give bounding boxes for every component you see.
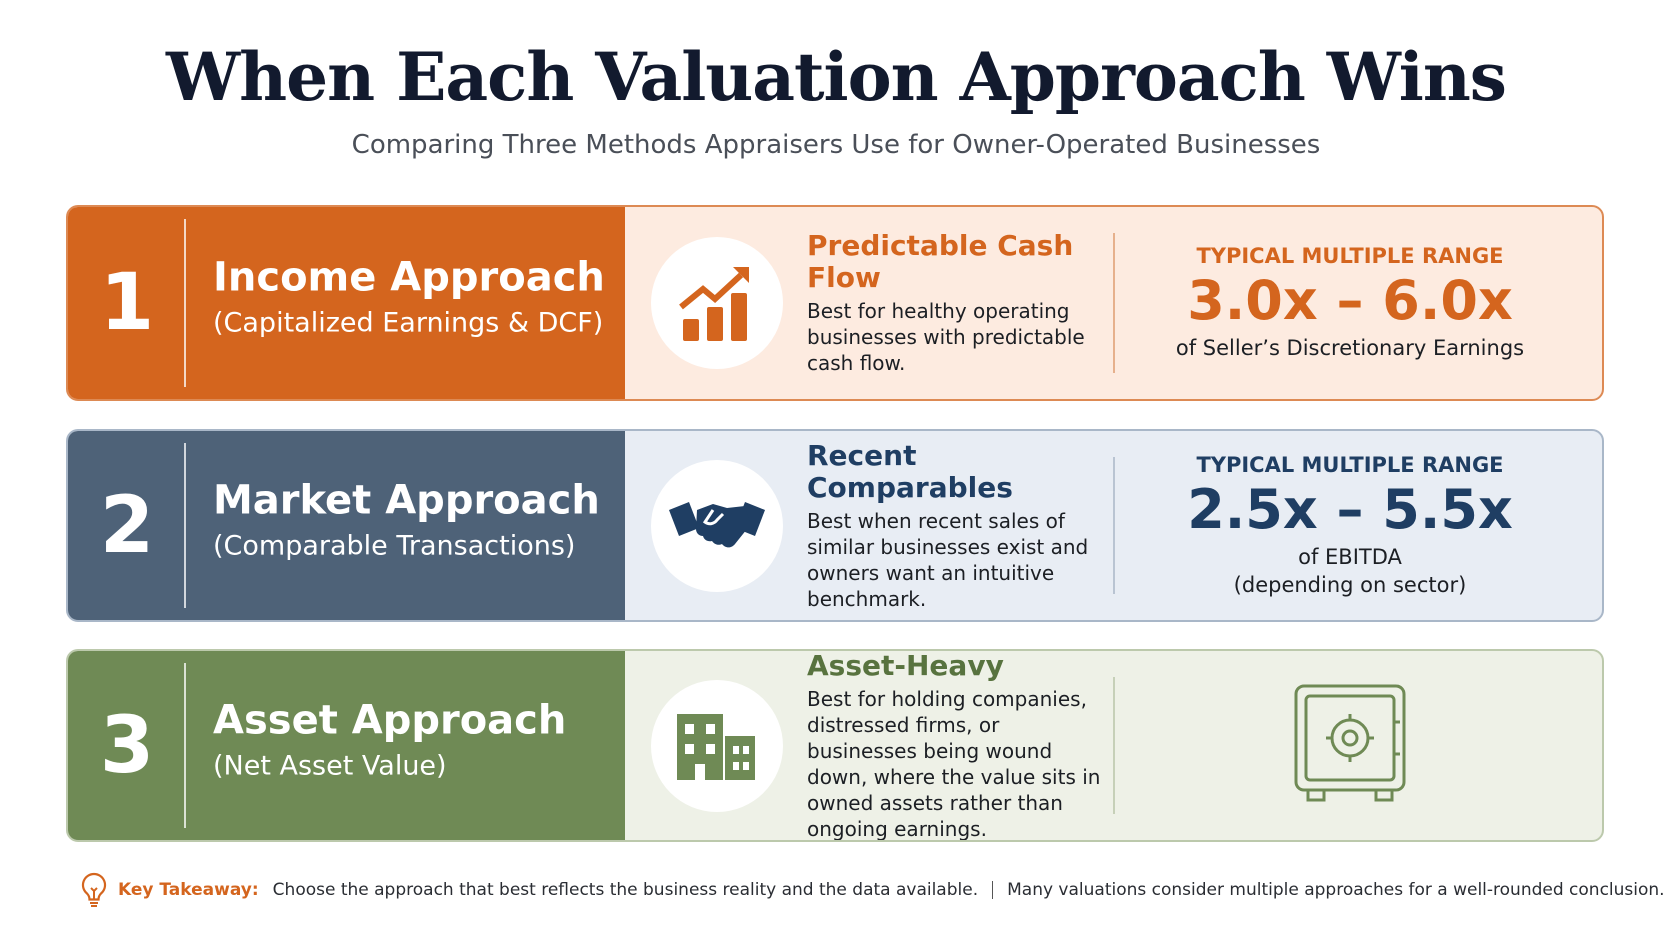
range-value: 2.5x – 5.5x bbox=[1187, 477, 1513, 541]
range-value: 3.0x – 6.0x bbox=[1187, 269, 1513, 332]
heading: Asset-Heavy bbox=[807, 649, 1004, 682]
best-for: Asset-Heavy Best for holding companies, d… bbox=[807, 649, 1107, 841]
description: Best for healthy operating businesses wi… bbox=[807, 299, 1085, 375]
approach-row: 2 Market Approach (Comparable Transactions… bbox=[66, 429, 1604, 622]
range-note: (depending on sector) bbox=[1233, 572, 1467, 597]
takeaway-text: Many valuations consider multiple approa… bbox=[1007, 880, 1665, 900]
approach-panel: 2 Market Approach (Comparable Transactions… bbox=[68, 431, 625, 620]
separator bbox=[992, 881, 994, 899]
icon bbox=[651, 237, 783, 369]
safe-icon bbox=[1148, 682, 1552, 810]
heading: Predictable Cash Flow bbox=[807, 229, 1074, 294]
divider bbox=[1113, 233, 1115, 373]
description: Best when recent sales of similar busine… bbox=[807, 508, 1089, 611]
approach-number: 3 bbox=[99, 700, 155, 791]
footer: Key Takeaway: Choose the approach that b… bbox=[80, 872, 1665, 908]
approach-name: Income Approach bbox=[213, 254, 605, 301]
range-note: of Seller’s Discretionary Earnings bbox=[1175, 336, 1525, 360]
range-label: TYPICAL MULTIPLE RANGE bbox=[1196, 244, 1504, 268]
divider bbox=[1113, 677, 1115, 814]
divider bbox=[184, 663, 186, 828]
description: Best for holding companies, distressed f… bbox=[807, 686, 1101, 841]
multiple-range: TYPICAL MULTIPLE RANGE 2.5x – 5.5x of EBIT… bbox=[1148, 453, 1552, 599]
approach-method: (Net Asset Value) bbox=[213, 750, 447, 782]
multiple-range bbox=[1148, 682, 1552, 810]
range-label: TYPICAL MULTIPLE RANGE bbox=[1196, 452, 1504, 477]
approach-row: 1 Income Approach (Capitalized Earnings & … bbox=[66, 205, 1604, 401]
approach-number: 2 bbox=[99, 480, 155, 571]
takeaway-label: Key Takeaway: bbox=[118, 880, 259, 900]
divider bbox=[184, 443, 186, 608]
range-note: of EBITDA bbox=[1298, 544, 1402, 569]
divider bbox=[1113, 457, 1115, 594]
subtitle: Comparing Three Methods Appraisers Use f… bbox=[351, 130, 1321, 160]
approach-name: Asset Approach bbox=[213, 697, 567, 744]
best-for: Predictable Cash Flow Best for healthy op… bbox=[807, 230, 1107, 376]
approach-number: 1 bbox=[99, 258, 155, 348]
takeaway-text: Choose the approach that best reflects t… bbox=[272, 880, 979, 900]
approach-method: (Capitalized Earnings & DCF) bbox=[213, 307, 604, 339]
approach-panel: 3 Asset Approach (Net Asset Value) bbox=[68, 651, 625, 840]
title: When Each Valuation Approach Wins bbox=[166, 38, 1507, 116]
best-for: Recent Comparables Best when recent sales… bbox=[807, 438, 1107, 612]
bulb-icon bbox=[81, 872, 107, 907]
approach-method: (Comparable Transactions) bbox=[213, 530, 576, 562]
approach-name: Market Approach bbox=[213, 477, 600, 524]
multiple-range: TYPICAL MULTIPLE RANGE 3.0x – 6.0x of Sell… bbox=[1148, 244, 1552, 362]
approach-row: 3 Asset Approach (Net Asset Value) Asset-He… bbox=[66, 649, 1604, 842]
icon bbox=[651, 679, 783, 812]
approach-panel: 1 Income Approach (Capitalized Earnings & … bbox=[68, 207, 625, 399]
divider bbox=[184, 219, 186, 387]
heading: Recent Comparables bbox=[807, 438, 1013, 504]
icon bbox=[651, 459, 783, 592]
